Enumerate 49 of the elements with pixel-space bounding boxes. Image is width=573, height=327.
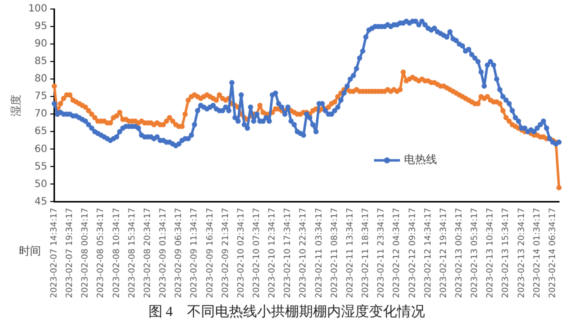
x-tick-label: 2023-02-11 23:34:17 [376, 208, 387, 298]
x-tick-label: 2023-02-10 17:34:17 [283, 208, 294, 298]
y-axis-title: 湿度 [9, 94, 22, 116]
x-tick-label: 2023-02-10 12:34:17 [268, 208, 278, 298]
x-tick-label: 2023-02-08 15:34:17 [127, 208, 138, 298]
x-tick-label: 2023-02-09 11:34:17 [190, 208, 200, 298]
x-tick-label: 2023-02-12 19:34:17 [438, 208, 449, 298]
x-tick-label: 2023-02-09 06:34:17 [174, 208, 184, 298]
x-tick-label: 2023-02-11 08:34:17 [330, 208, 340, 298]
x-tick-label: 2023-02-08 05:34:17 [96, 208, 106, 298]
x-tick-label: 2023-02-11 13:34:17 [345, 208, 356, 298]
x-tick-label: 2023-02-11 18:34:17 [361, 208, 372, 298]
x-tick-label: 2023-02-12 09:34:17 [408, 208, 418, 298]
x-tick-label: 2023-02-09 01:34:17 [158, 208, 169, 298]
x-tick-label: 2023-02-11 03:34:17 [314, 208, 324, 298]
x-tick-label: 2023-02-12 04:34:17 [392, 208, 402, 298]
x-tick-label: 2023-02-10 02:34:17 [236, 208, 246, 298]
x-tick-label: 2023-02-09 21:34:17 [220, 208, 231, 298]
x-tick-label: 2023-02-13 00:34:17 [454, 208, 465, 298]
x-tick-label: 2023-02-12 14:34:17 [423, 208, 434, 298]
x-tick-label: 2023-02-13 15:34:17 [501, 208, 512, 298]
x-tick-label: 2023-02-13 05:34:17 [470, 208, 480, 298]
x-axis-title: 时间 [19, 244, 41, 258]
x-tick-label: 2023-02-08 20:34:17 [142, 208, 153, 298]
x-tick-label: 2023-02-10 22:34:17 [298, 208, 309, 298]
y-tick-label: 80 [34, 74, 48, 85]
x-tick-label: 2023-02-08 00:34:17 [80, 208, 91, 298]
text: 图 4 不同电热线小拱棚期棚内湿度变化情况 [147, 303, 426, 321]
legend-label: 电热线 [404, 153, 437, 166]
y-tick-label: 90 [34, 38, 48, 50]
x-tick-label: 2023-02-14 01:34:17 [532, 208, 542, 298]
y-tick-label: 65 [34, 126, 48, 138]
y-tick-label: 95 [34, 21, 48, 32]
x-tick-label: 2023-02-13 10:34:17 [486, 208, 496, 298]
y-tick-label: 60 [34, 144, 48, 155]
y-tick-label: 85 [34, 56, 48, 68]
x-tick-label: 2023-02-07 14:34:17 [49, 208, 60, 298]
y-tick-label: 75 [34, 91, 48, 102]
y-tick-label: 70 [34, 108, 48, 120]
y-tick-label: 45 [34, 196, 48, 208]
x-tick-label: 2023-02-09 16:34:17 [205, 208, 216, 298]
y-tick-label: 50 [34, 178, 48, 190]
x-tick-label: 2023-02-13 20:34:17 [516, 208, 527, 298]
x-tick-label: 2023-02-10 07:34:17 [252, 208, 262, 298]
y-tick-label: 55 [34, 161, 48, 172]
x-tick-label: 2023-02-14 06:34:17 [548, 208, 558, 298]
x-tick-label: 2023-02-07 19:34:17 [65, 208, 76, 298]
y-tick-label: 100 [28, 4, 48, 15]
x-tick-label: 2023-02-08 10:34:17 [112, 208, 122, 298]
